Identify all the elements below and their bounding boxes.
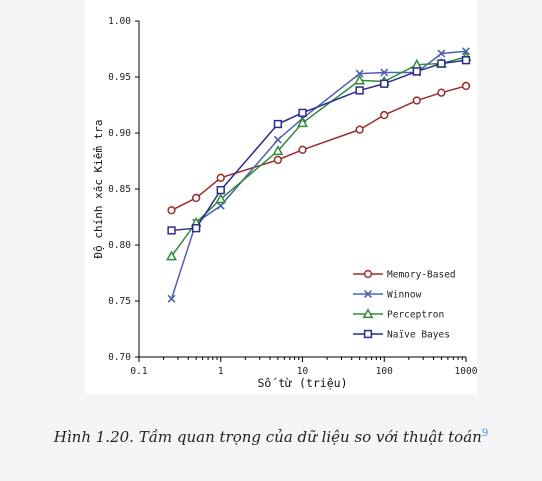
- series-line-na-ve-bayes: [171, 59, 467, 232]
- legend-marker: [364, 290, 372, 298]
- y-tick-label: 0.75: [108, 296, 131, 307]
- data-point-perceptron: [272, 145, 284, 156]
- data-point-winnow: [355, 69, 364, 78]
- x-tick-label: 0.1: [130, 366, 147, 377]
- legend-item-memory-based: Memory-Based: [353, 270, 456, 281]
- data-point-na-ve-bayes: [216, 185, 225, 195]
- axes: 0.70 0.75 0.80 0.85 0.90 0.95 1.00 0.1 1 10 100 100…: [92, 16, 477, 390]
- data-point-winnow: [216, 201, 225, 210]
- data-point-memory-based: [298, 145, 307, 154]
- legend-item-winnow: Winnow: [353, 290, 422, 301]
- legend-marker: [363, 329, 373, 339]
- x-tick-label: 100: [376, 366, 393, 377]
- series-na-ve-bayes: [167, 56, 471, 235]
- legend-marker: [363, 269, 373, 279]
- data-point-memory-based: [412, 96, 421, 105]
- series-line-winnow: [170, 50, 467, 299]
- y-tick-label: 0.85: [108, 184, 131, 195]
- data-point-winnow: [273, 135, 282, 144]
- series-perceptron: [166, 51, 472, 261]
- legend-label: Memory-Based: [387, 270, 456, 281]
- series-line-perceptron: [170, 56, 467, 257]
- x-tick-label: 1000: [455, 366, 477, 377]
- data-point-memory-based: [461, 81, 471, 91]
- data-point-na-ve-bayes: [167, 226, 176, 235]
- data-point-perceptron: [354, 74, 366, 85]
- data-point-perceptron: [215, 193, 227, 204]
- legend-label: Winnow: [387, 290, 422, 301]
- y-tick-label: 0.70: [108, 352, 131, 363]
- data-point-na-ve-bayes: [412, 67, 421, 76]
- data-point-perceptron: [166, 250, 178, 261]
- x-axis-label: Số từ (triệu): [257, 376, 347, 390]
- data-point-na-ve-bayes: [355, 86, 364, 95]
- caption-footnote: 9: [481, 428, 489, 439]
- x-tick-label: 1: [218, 366, 224, 377]
- caption-text: Hình 1.20. Tầm quan trọng của dữ liệu so…: [53, 428, 482, 446]
- series-winnow: [167, 47, 470, 303]
- data-point-na-ve-bayes: [437, 59, 446, 68]
- series-line-memory-based: [171, 85, 467, 211]
- legend-item-na-ve-bayes: Naïve Bayes: [353, 330, 450, 341]
- data-point-memory-based: [273, 155, 283, 165]
- data-point-memory-based: [216, 173, 225, 182]
- series-memory-based: [167, 81, 471, 215]
- data-point-na-ve-bayes: [461, 56, 471, 65]
- data-point-winnow: [437, 49, 446, 58]
- data-point-memory-based: [191, 193, 201, 203]
- legend-label: Perceptron: [387, 310, 444, 321]
- legend-marker: [362, 308, 374, 319]
- data-point-memory-based: [437, 88, 446, 97]
- data-point-winnow: [167, 294, 176, 303]
- y-tick-label: 0.95: [108, 72, 131, 83]
- y-tick-label: 1.00: [108, 16, 131, 27]
- y-tick-label: 0.90: [108, 128, 131, 139]
- chart-figure: 0.70 0.75 0.80 0.85 0.90 0.95 1.00 0.1 1 10 100 100…: [85, 0, 477, 394]
- data-point-perceptron: [297, 117, 308, 128]
- legend-label: Naïve Bayes: [387, 330, 450, 341]
- line-chart: 0.70 0.75 0.80 0.85 0.90 0.95 1.00 0.1 1 10 100 100…: [92, 16, 477, 390]
- series-layer: [166, 47, 472, 303]
- legend: Memory-Based Winnow Perceptron Naïve Bayes: [353, 270, 456, 341]
- data-point-na-ve-bayes: [273, 119, 283, 129]
- data-point-memory-based: [380, 110, 389, 120]
- data-point-na-ve-bayes: [380, 79, 389, 88]
- y-tick-label: 0.80: [108, 240, 131, 251]
- data-point-na-ve-bayes: [191, 224, 201, 233]
- y-axis-label: Độ chính xác Kiểm tra: [92, 119, 105, 258]
- x-tick-label: 10: [297, 366, 309, 377]
- data-point-memory-based: [167, 206, 176, 215]
- legend-item-perceptron: Perceptron: [353, 308, 444, 321]
- data-point-memory-based: [355, 125, 364, 134]
- data-point-na-ve-bayes: [298, 108, 307, 117]
- figure-caption: Hình 1.20. Tầm quan trọng của dữ liệu so…: [0, 428, 542, 446]
- data-point-winnow: [380, 68, 389, 77]
- data-point-perceptron: [411, 58, 423, 69]
